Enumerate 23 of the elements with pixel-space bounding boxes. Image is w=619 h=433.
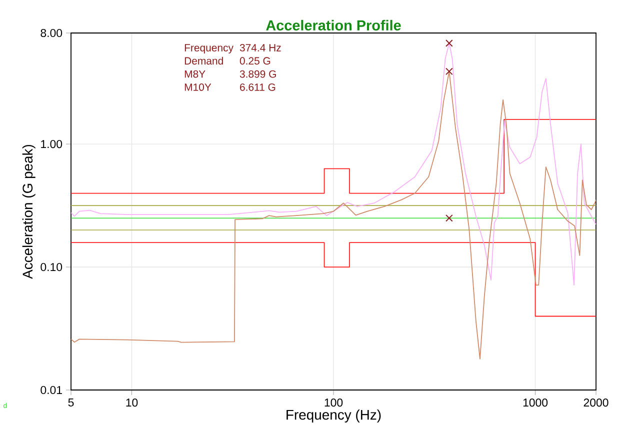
annotation: Demand <box>184 56 223 65</box>
x-tick-label: 1000 <box>523 398 548 407</box>
annotation: 6.611 G <box>240 83 276 91</box>
x-tick-label: 5 <box>68 398 74 406</box>
point <box>446 214 453 222</box>
annotation: 374.4 Hz <box>240 44 281 52</box>
x-tick-label: 10 <box>126 398 138 407</box>
annotation: 0.25 G <box>240 57 270 65</box>
x-tick-label: 2000 <box>584 398 608 407</box>
annotation: Frequency <box>184 44 234 54</box>
y-tick-label: 0.10 <box>40 262 62 272</box>
annotation: 3.899 G <box>240 70 276 78</box>
y-tick-label: 8.00 <box>40 28 62 38</box>
y-tick-label: 1.00 <box>41 140 62 148</box>
x-axis-title: Frequency (Hz) <box>286 409 381 422</box>
chart-title: Acceleration Profile <box>266 20 401 30</box>
point <box>446 40 453 47</box>
x-tick-label: 100 <box>324 398 343 407</box>
y-axis-title: Acceleration (G peak) <box>22 144 36 279</box>
annotation: M10Y <box>184 83 212 91</box>
annotation: M8Y <box>184 70 206 78</box>
y-tick-label: 0.01 <box>40 386 62 394</box>
point <box>446 68 453 76</box>
